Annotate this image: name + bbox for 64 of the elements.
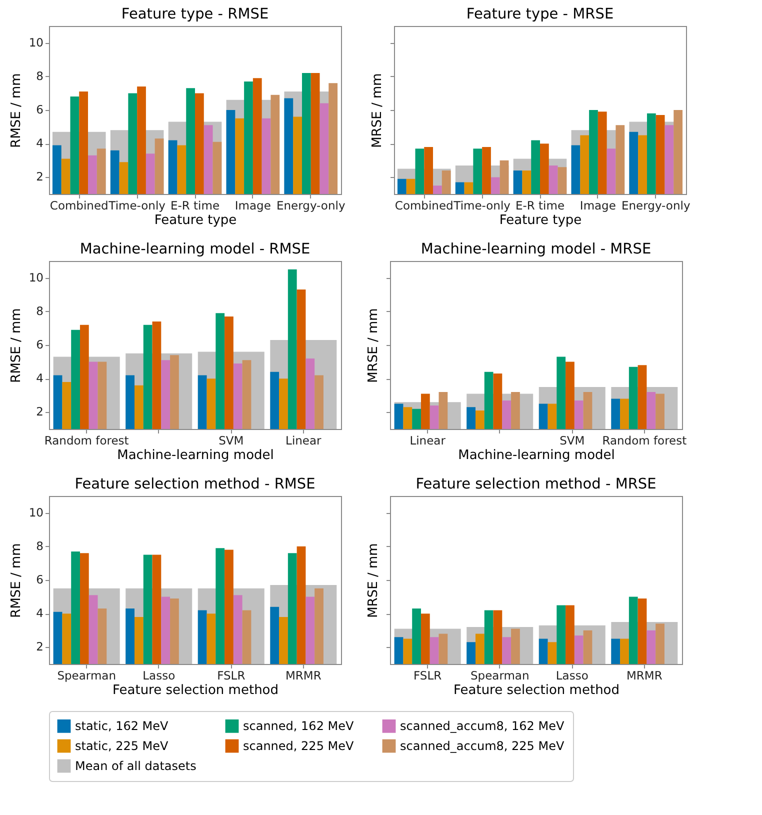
y-tick-label: 8 xyxy=(36,304,44,318)
x-tick-label: FSLR xyxy=(414,668,442,682)
x-axis-title: Machine-learning model xyxy=(458,448,615,463)
legend-label: scanned_accum8, 225 MeV xyxy=(400,739,565,753)
x-tick-label: Linear xyxy=(286,434,322,448)
y-axis-title: MRSE / mm xyxy=(370,73,385,148)
legend-label: static, 225 MeV xyxy=(75,739,170,753)
y-tick-label: 2 xyxy=(36,640,44,654)
legend-label: scanned_accum8, 162 MeV xyxy=(400,719,565,734)
y-tick-label: 2 xyxy=(36,170,44,184)
y-tick-label: 6 xyxy=(36,338,44,352)
x-tick-label: Combined xyxy=(394,198,454,212)
legend-label: scanned, 225 MeV xyxy=(243,739,354,753)
chart-title: Feature selection method - MRSE xyxy=(416,476,656,492)
x-tick-label: MRMR xyxy=(286,668,322,682)
y-tick-label: 4 xyxy=(36,606,44,620)
y-tick-label: 4 xyxy=(36,136,44,150)
x-tick-label: Linear xyxy=(410,434,446,448)
y-tick-label: 8 xyxy=(36,538,44,553)
y-tick-label: 6 xyxy=(36,102,44,116)
y-axis-title: RMSE / mm xyxy=(8,308,24,383)
x-tick-label: SVM xyxy=(218,434,244,448)
chart-title: Machine-learning model - MRSE xyxy=(420,242,652,258)
x-tick-label: Spearman xyxy=(57,668,116,682)
x-tick-label: Random forest xyxy=(44,434,130,448)
y-axis-title: RMSE / mm xyxy=(8,543,24,618)
chart-title: Feature type - MRSE xyxy=(466,6,614,22)
y-tick-label: 2 xyxy=(36,404,44,419)
x-tick-label: Lasso xyxy=(142,668,176,682)
y-tick-label: 10 xyxy=(28,35,44,50)
y-axis-title: MRSE / mm xyxy=(366,543,381,618)
legend-label: scanned, 162 MeV xyxy=(243,719,354,734)
x-tick-label: Time-only xyxy=(452,198,511,212)
chart-title: Feature selection method - RMSE xyxy=(74,476,316,492)
y-tick-label: 6 xyxy=(36,572,44,586)
x-tick-label: Image xyxy=(580,198,616,212)
x-tick-label: SVM xyxy=(560,434,585,448)
legend-label: Mean of all datasets xyxy=(75,759,196,773)
x-tick-label: Random forest xyxy=(602,434,688,448)
x-tick-label: Energy-only xyxy=(622,198,690,212)
x-tick-label: Spearman xyxy=(470,668,530,682)
x-axis-title: Feature selection method xyxy=(112,683,279,698)
y-tick-label: 10 xyxy=(28,505,44,520)
x-tick-label: Lasso xyxy=(556,668,588,682)
x-axis-title: Feature type xyxy=(154,213,237,228)
legend-label: static, 162 MeV xyxy=(75,719,170,734)
x-tick-label: Energy-only xyxy=(276,198,346,212)
y-tick-label: 8 xyxy=(36,68,44,83)
y-axis-title: MRSE / mm xyxy=(366,308,381,383)
x-tick-label: E-R time xyxy=(515,198,565,212)
x-tick-label: MRMR xyxy=(626,668,662,682)
x-axis-title: Feature type xyxy=(499,213,582,228)
x-axis-title: Feature selection method xyxy=(453,683,620,698)
y-tick-label: 4 xyxy=(36,371,44,386)
y-tick-label: 10 xyxy=(28,270,44,284)
chart-title: Machine-learning model - RMSE xyxy=(80,242,310,258)
x-tick-label: FSLR xyxy=(217,668,246,682)
x-tick-label: E-R time xyxy=(170,198,220,212)
x-tick-label: Image xyxy=(234,198,271,212)
x-axis-title: Machine-learning model xyxy=(117,448,274,463)
x-tick-label: Combined xyxy=(50,198,108,212)
y-axis-title: RMSE / mm xyxy=(8,73,24,148)
chart-title: Feature type - RMSE xyxy=(121,6,269,22)
x-tick-label: Time-only xyxy=(108,198,166,212)
